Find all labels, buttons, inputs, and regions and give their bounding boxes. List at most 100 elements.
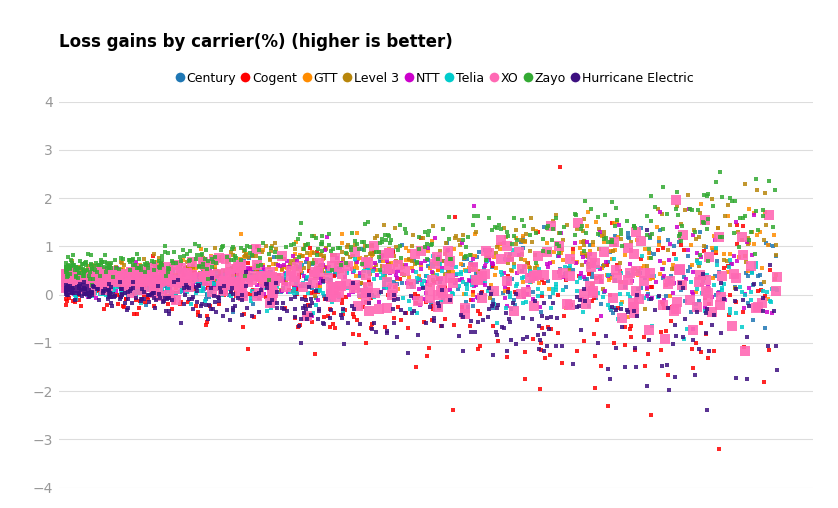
Point — [459, 251, 473, 260]
Point — [642, 295, 655, 303]
Point — [570, 293, 583, 301]
Point — [696, 277, 710, 285]
Point — [738, 346, 752, 355]
Point — [338, 340, 351, 348]
Point — [112, 265, 126, 273]
Point — [494, 268, 508, 276]
Point — [203, 272, 216, 280]
Point — [402, 273, 416, 281]
Point — [61, 253, 75, 261]
Point — [659, 292, 672, 300]
Point — [123, 256, 137, 264]
Point — [163, 265, 176, 273]
Point — [698, 219, 711, 227]
Point — [179, 284, 193, 293]
Point — [670, 332, 683, 340]
Point — [276, 276, 289, 284]
Point — [388, 268, 401, 276]
Point — [363, 280, 376, 288]
Point — [99, 279, 112, 288]
Point — [158, 294, 172, 302]
Point — [265, 247, 278, 256]
Point — [210, 273, 224, 281]
Point — [76, 266, 90, 274]
Point — [339, 248, 353, 257]
Point — [730, 221, 743, 230]
Point — [69, 280, 82, 288]
Point — [651, 293, 665, 301]
Point — [290, 284, 303, 293]
Point — [88, 289, 101, 297]
Point — [268, 277, 282, 285]
Point — [165, 296, 178, 304]
Point — [375, 238, 389, 246]
Point — [349, 256, 362, 264]
Point — [265, 304, 278, 312]
Point — [274, 262, 287, 270]
Point — [66, 274, 80, 282]
Point — [220, 253, 234, 261]
Point — [63, 281, 76, 289]
Point — [551, 291, 565, 299]
Point — [154, 262, 168, 270]
Point — [63, 272, 76, 280]
Point — [73, 280, 86, 289]
Point — [465, 281, 478, 290]
Point — [442, 235, 456, 243]
Point — [60, 291, 74, 299]
Point — [152, 279, 165, 288]
Point — [113, 273, 127, 281]
Point — [179, 282, 193, 291]
Point — [594, 300, 608, 308]
Point — [182, 286, 195, 294]
Point — [72, 281, 85, 289]
Point — [59, 290, 73, 298]
Point — [656, 183, 670, 191]
Point — [737, 304, 751, 312]
Point — [180, 263, 194, 271]
Point — [415, 261, 428, 269]
Point — [409, 268, 422, 276]
Point — [462, 267, 475, 275]
Point — [357, 267, 370, 275]
Point — [155, 260, 168, 268]
Point — [458, 310, 472, 319]
Point — [430, 271, 443, 279]
Point — [67, 279, 80, 288]
Point — [274, 252, 287, 261]
Point — [147, 276, 161, 284]
Point — [411, 258, 424, 266]
Point — [140, 259, 153, 267]
Point — [630, 293, 644, 301]
Point — [85, 277, 98, 285]
Point — [102, 264, 116, 272]
Point — [158, 242, 172, 250]
Point — [621, 313, 634, 321]
Point — [517, 232, 530, 240]
Point — [305, 232, 318, 240]
Point — [148, 304, 162, 312]
Point — [263, 281, 277, 289]
Point — [502, 272, 515, 280]
Point — [163, 284, 176, 293]
Point — [510, 240, 523, 248]
Point — [520, 290, 533, 298]
Point — [321, 311, 334, 320]
Point — [370, 266, 383, 274]
Point — [248, 271, 261, 279]
Point — [62, 281, 75, 289]
Point — [387, 313, 401, 322]
Point — [464, 328, 478, 336]
Point — [264, 299, 277, 307]
Point — [98, 274, 111, 282]
Point — [75, 293, 89, 301]
Point — [510, 290, 523, 298]
Point — [291, 235, 304, 243]
Point — [416, 282, 430, 291]
Point — [662, 236, 675, 244]
Point — [143, 272, 157, 280]
Point — [253, 289, 266, 297]
Point — [715, 329, 728, 337]
Point — [354, 286, 368, 294]
Point — [746, 269, 759, 277]
